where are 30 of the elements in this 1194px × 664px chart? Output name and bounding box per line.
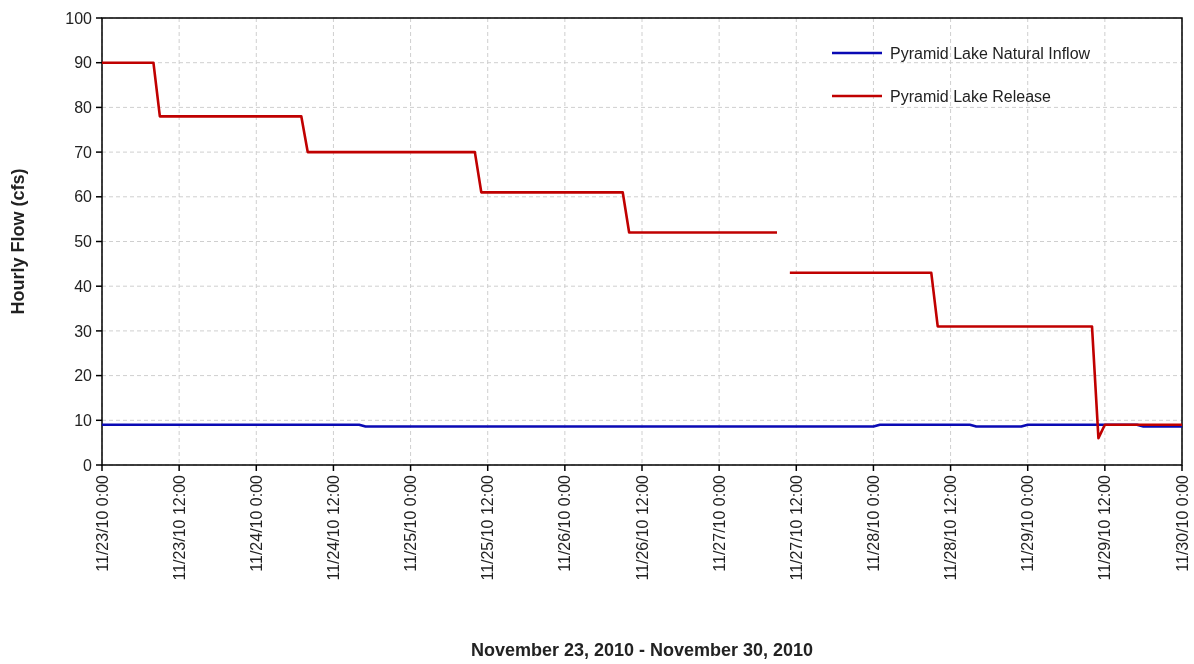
legend-label: Pyramid Lake Natural Inflow (890, 44, 1091, 62)
x-tick-label: 11/24/10 12:00 (325, 474, 343, 581)
y-tick-label: 80 (74, 99, 93, 116)
y-tick-label: 60 (74, 188, 93, 206)
y-tick-label: 40 (74, 277, 93, 295)
y-tick-label: 90 (74, 54, 93, 72)
y-axis-title: Hourly Flow (cfs) (8, 168, 28, 315)
y-tick-label: 0 (83, 456, 93, 474)
x-tick-label: 11/28/10 12:00 (942, 474, 960, 581)
x-tick-label: 11/23/10 0:00 (93, 474, 111, 572)
x-tick-label: 11/25/10 12:00 (479, 474, 497, 581)
y-tick-label: 100 (65, 9, 93, 27)
x-tick-label: 11/30/10 0:00 (1173, 474, 1191, 572)
x-tick-label: 11/26/10 0:00 (556, 474, 574, 572)
y-tick-label: 50 (74, 233, 93, 251)
x-tick-label: 11/29/10 12:00 (1096, 474, 1114, 581)
x-tick-label: 11/26/10 12:00 (633, 474, 651, 581)
y-tick-label: 70 (74, 143, 93, 161)
x-axis-title: November 23, 2010 - November 30, 2010 (470, 640, 814, 660)
x-tick-label: 11/25/10 0:00 (402, 474, 420, 572)
x-tick-label: 11/23/10 12:00 (170, 474, 188, 581)
y-tick-label: 20 (74, 367, 93, 385)
y-tick-label: 10 (74, 411, 93, 429)
x-tick-label: 11/27/10 12:00 (787, 474, 805, 581)
legend-label: Pyramid Lake Release (890, 87, 1052, 105)
x-tick-label: 11/27/10 0:00 (710, 474, 728, 572)
x-tick-label: 11/28/10 0:00 (865, 474, 883, 572)
x-tick-label: 11/24/10 0:00 (247, 474, 265, 572)
y-tick-label: 30 (74, 322, 93, 340)
x-tick-label: 11/29/10 0:00 (1019, 474, 1037, 572)
